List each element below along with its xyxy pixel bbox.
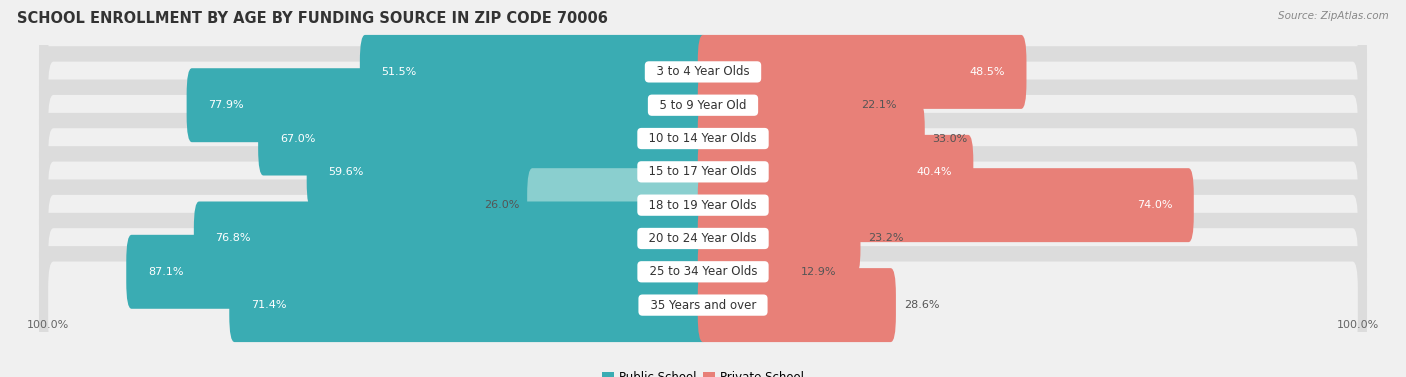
FancyBboxPatch shape: [697, 235, 793, 309]
Text: 23.2%: 23.2%: [869, 233, 904, 244]
Text: 77.9%: 77.9%: [208, 100, 243, 110]
Text: 15 to 17 Year Olds: 15 to 17 Year Olds: [641, 166, 765, 178]
Text: 18 to 19 Year Olds: 18 to 19 Year Olds: [641, 199, 765, 211]
FancyBboxPatch shape: [187, 68, 709, 142]
Text: 48.5%: 48.5%: [969, 67, 1005, 77]
FancyBboxPatch shape: [697, 168, 1194, 242]
Text: 20 to 24 Year Olds: 20 to 24 Year Olds: [641, 232, 765, 245]
FancyBboxPatch shape: [48, 61, 1358, 149]
FancyBboxPatch shape: [307, 135, 709, 209]
Text: 5 to 9 Year Old: 5 to 9 Year Old: [652, 99, 754, 112]
FancyBboxPatch shape: [48, 262, 1358, 349]
FancyBboxPatch shape: [697, 201, 860, 276]
FancyBboxPatch shape: [527, 168, 709, 242]
FancyBboxPatch shape: [697, 101, 925, 176]
Text: 100.0%: 100.0%: [1337, 320, 1379, 330]
FancyBboxPatch shape: [39, 113, 1367, 231]
Text: 25 to 34 Year Olds: 25 to 34 Year Olds: [641, 265, 765, 278]
Text: 76.8%: 76.8%: [215, 233, 252, 244]
FancyBboxPatch shape: [697, 68, 853, 142]
FancyBboxPatch shape: [194, 201, 709, 276]
FancyBboxPatch shape: [48, 28, 1358, 115]
Text: 3 to 4 Year Olds: 3 to 4 Year Olds: [650, 65, 756, 78]
FancyBboxPatch shape: [259, 101, 709, 176]
Text: SCHOOL ENROLLMENT BY AGE BY FUNDING SOURCE IN ZIP CODE 70006: SCHOOL ENROLLMENT BY AGE BY FUNDING SOUR…: [17, 11, 607, 26]
Text: 10 to 14 Year Olds: 10 to 14 Year Olds: [641, 132, 765, 145]
Text: 59.6%: 59.6%: [329, 167, 364, 177]
FancyBboxPatch shape: [39, 213, 1367, 331]
Text: 35 Years and over: 35 Years and over: [643, 299, 763, 312]
Text: Source: ZipAtlas.com: Source: ZipAtlas.com: [1278, 11, 1389, 21]
Text: 26.0%: 26.0%: [484, 200, 519, 210]
FancyBboxPatch shape: [229, 268, 709, 342]
FancyBboxPatch shape: [39, 80, 1367, 198]
FancyBboxPatch shape: [48, 95, 1358, 182]
FancyBboxPatch shape: [697, 135, 973, 209]
Text: 28.6%: 28.6%: [904, 300, 939, 310]
Text: 22.1%: 22.1%: [860, 100, 897, 110]
FancyBboxPatch shape: [697, 268, 896, 342]
Text: 51.5%: 51.5%: [381, 67, 416, 77]
Text: 71.4%: 71.4%: [250, 300, 287, 310]
Legend: Public School, Private School: Public School, Private School: [598, 366, 808, 377]
FancyBboxPatch shape: [39, 13, 1367, 131]
FancyBboxPatch shape: [48, 162, 1358, 249]
Text: 40.4%: 40.4%: [917, 167, 952, 177]
FancyBboxPatch shape: [48, 195, 1358, 282]
FancyBboxPatch shape: [39, 146, 1367, 264]
FancyBboxPatch shape: [697, 35, 1026, 109]
FancyBboxPatch shape: [48, 228, 1358, 316]
Text: 12.9%: 12.9%: [801, 267, 837, 277]
Text: 74.0%: 74.0%: [1136, 200, 1173, 210]
Text: 87.1%: 87.1%: [148, 267, 183, 277]
FancyBboxPatch shape: [39, 179, 1367, 297]
FancyBboxPatch shape: [360, 35, 709, 109]
FancyBboxPatch shape: [48, 128, 1358, 215]
FancyBboxPatch shape: [127, 235, 709, 309]
Text: 33.0%: 33.0%: [932, 133, 967, 144]
Text: 67.0%: 67.0%: [280, 133, 315, 144]
Text: 100.0%: 100.0%: [27, 320, 69, 330]
FancyBboxPatch shape: [39, 46, 1367, 164]
FancyBboxPatch shape: [39, 246, 1367, 364]
